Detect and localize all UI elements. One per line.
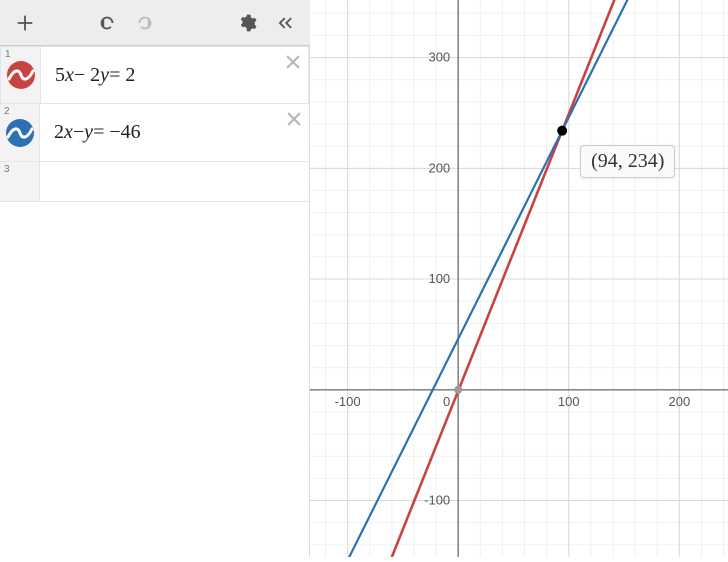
- expression-index: 2: [4, 106, 10, 117]
- delete-expression-button[interactable]: [284, 53, 302, 75]
- expression-row[interactable]: 3: [0, 162, 309, 202]
- expression-color-icon[interactable]: [7, 61, 35, 89]
- delete-expression-button[interactable]: [285, 110, 303, 132]
- collapse-panel-button[interactable]: [268, 6, 302, 40]
- toolbar: [0, 0, 310, 46]
- expression-index-cell[interactable]: 1: [1, 47, 41, 103]
- svg-text:200: 200: [668, 394, 690, 409]
- redo-icon: [134, 12, 156, 34]
- svg-text:-100: -100: [335, 394, 361, 409]
- graph-svg: -100 100 200 -100 100 200 300 0: [310, 0, 728, 557]
- app-root: 1 5x − 2y = 2 2 2x − y = −46 3: [0, 0, 728, 557]
- expression-index-cell[interactable]: 2: [0, 104, 40, 161]
- graph-area[interactable]: -100 100 200 -100 100 200 300 0 (94, 234): [310, 0, 728, 557]
- svg-text:200: 200: [428, 160, 450, 175]
- expression-row[interactable]: 1 5x − 2y = 2: [0, 46, 309, 104]
- undo-icon: [96, 12, 118, 34]
- add-icon: [14, 12, 36, 34]
- expression-panel: 1 5x − 2y = 2 2 2x − y = −46 3: [0, 46, 310, 557]
- chevrons-left-icon: [274, 12, 296, 34]
- add-expression-button[interactable]: [8, 6, 42, 40]
- gear-icon: [237, 13, 257, 33]
- expression-input[interactable]: 5x − 2y = 2: [41, 47, 308, 103]
- redo-button[interactable]: [128, 6, 162, 40]
- expression-index-cell[interactable]: 3: [0, 162, 40, 201]
- svg-text:0: 0: [443, 394, 450, 409]
- svg-text:300: 300: [428, 50, 450, 65]
- expression-input[interactable]: 2x − y = −46: [40, 104, 309, 161]
- svg-text:100: 100: [558, 394, 580, 409]
- intersection-label: (94, 234): [580, 145, 675, 178]
- expression-index: 1: [5, 49, 11, 60]
- undo-button[interactable]: [90, 6, 124, 40]
- close-icon: [285, 110, 303, 128]
- expression-index: 3: [4, 164, 10, 175]
- expression-input[interactable]: [40, 162, 309, 201]
- settings-button[interactable]: [230, 6, 264, 40]
- expression-row[interactable]: 2 2x − y = −46: [0, 104, 309, 162]
- expression-color-icon[interactable]: [6, 119, 34, 147]
- svg-text:100: 100: [428, 271, 450, 286]
- close-icon: [284, 53, 302, 71]
- svg-text:-100: -100: [424, 493, 450, 508]
